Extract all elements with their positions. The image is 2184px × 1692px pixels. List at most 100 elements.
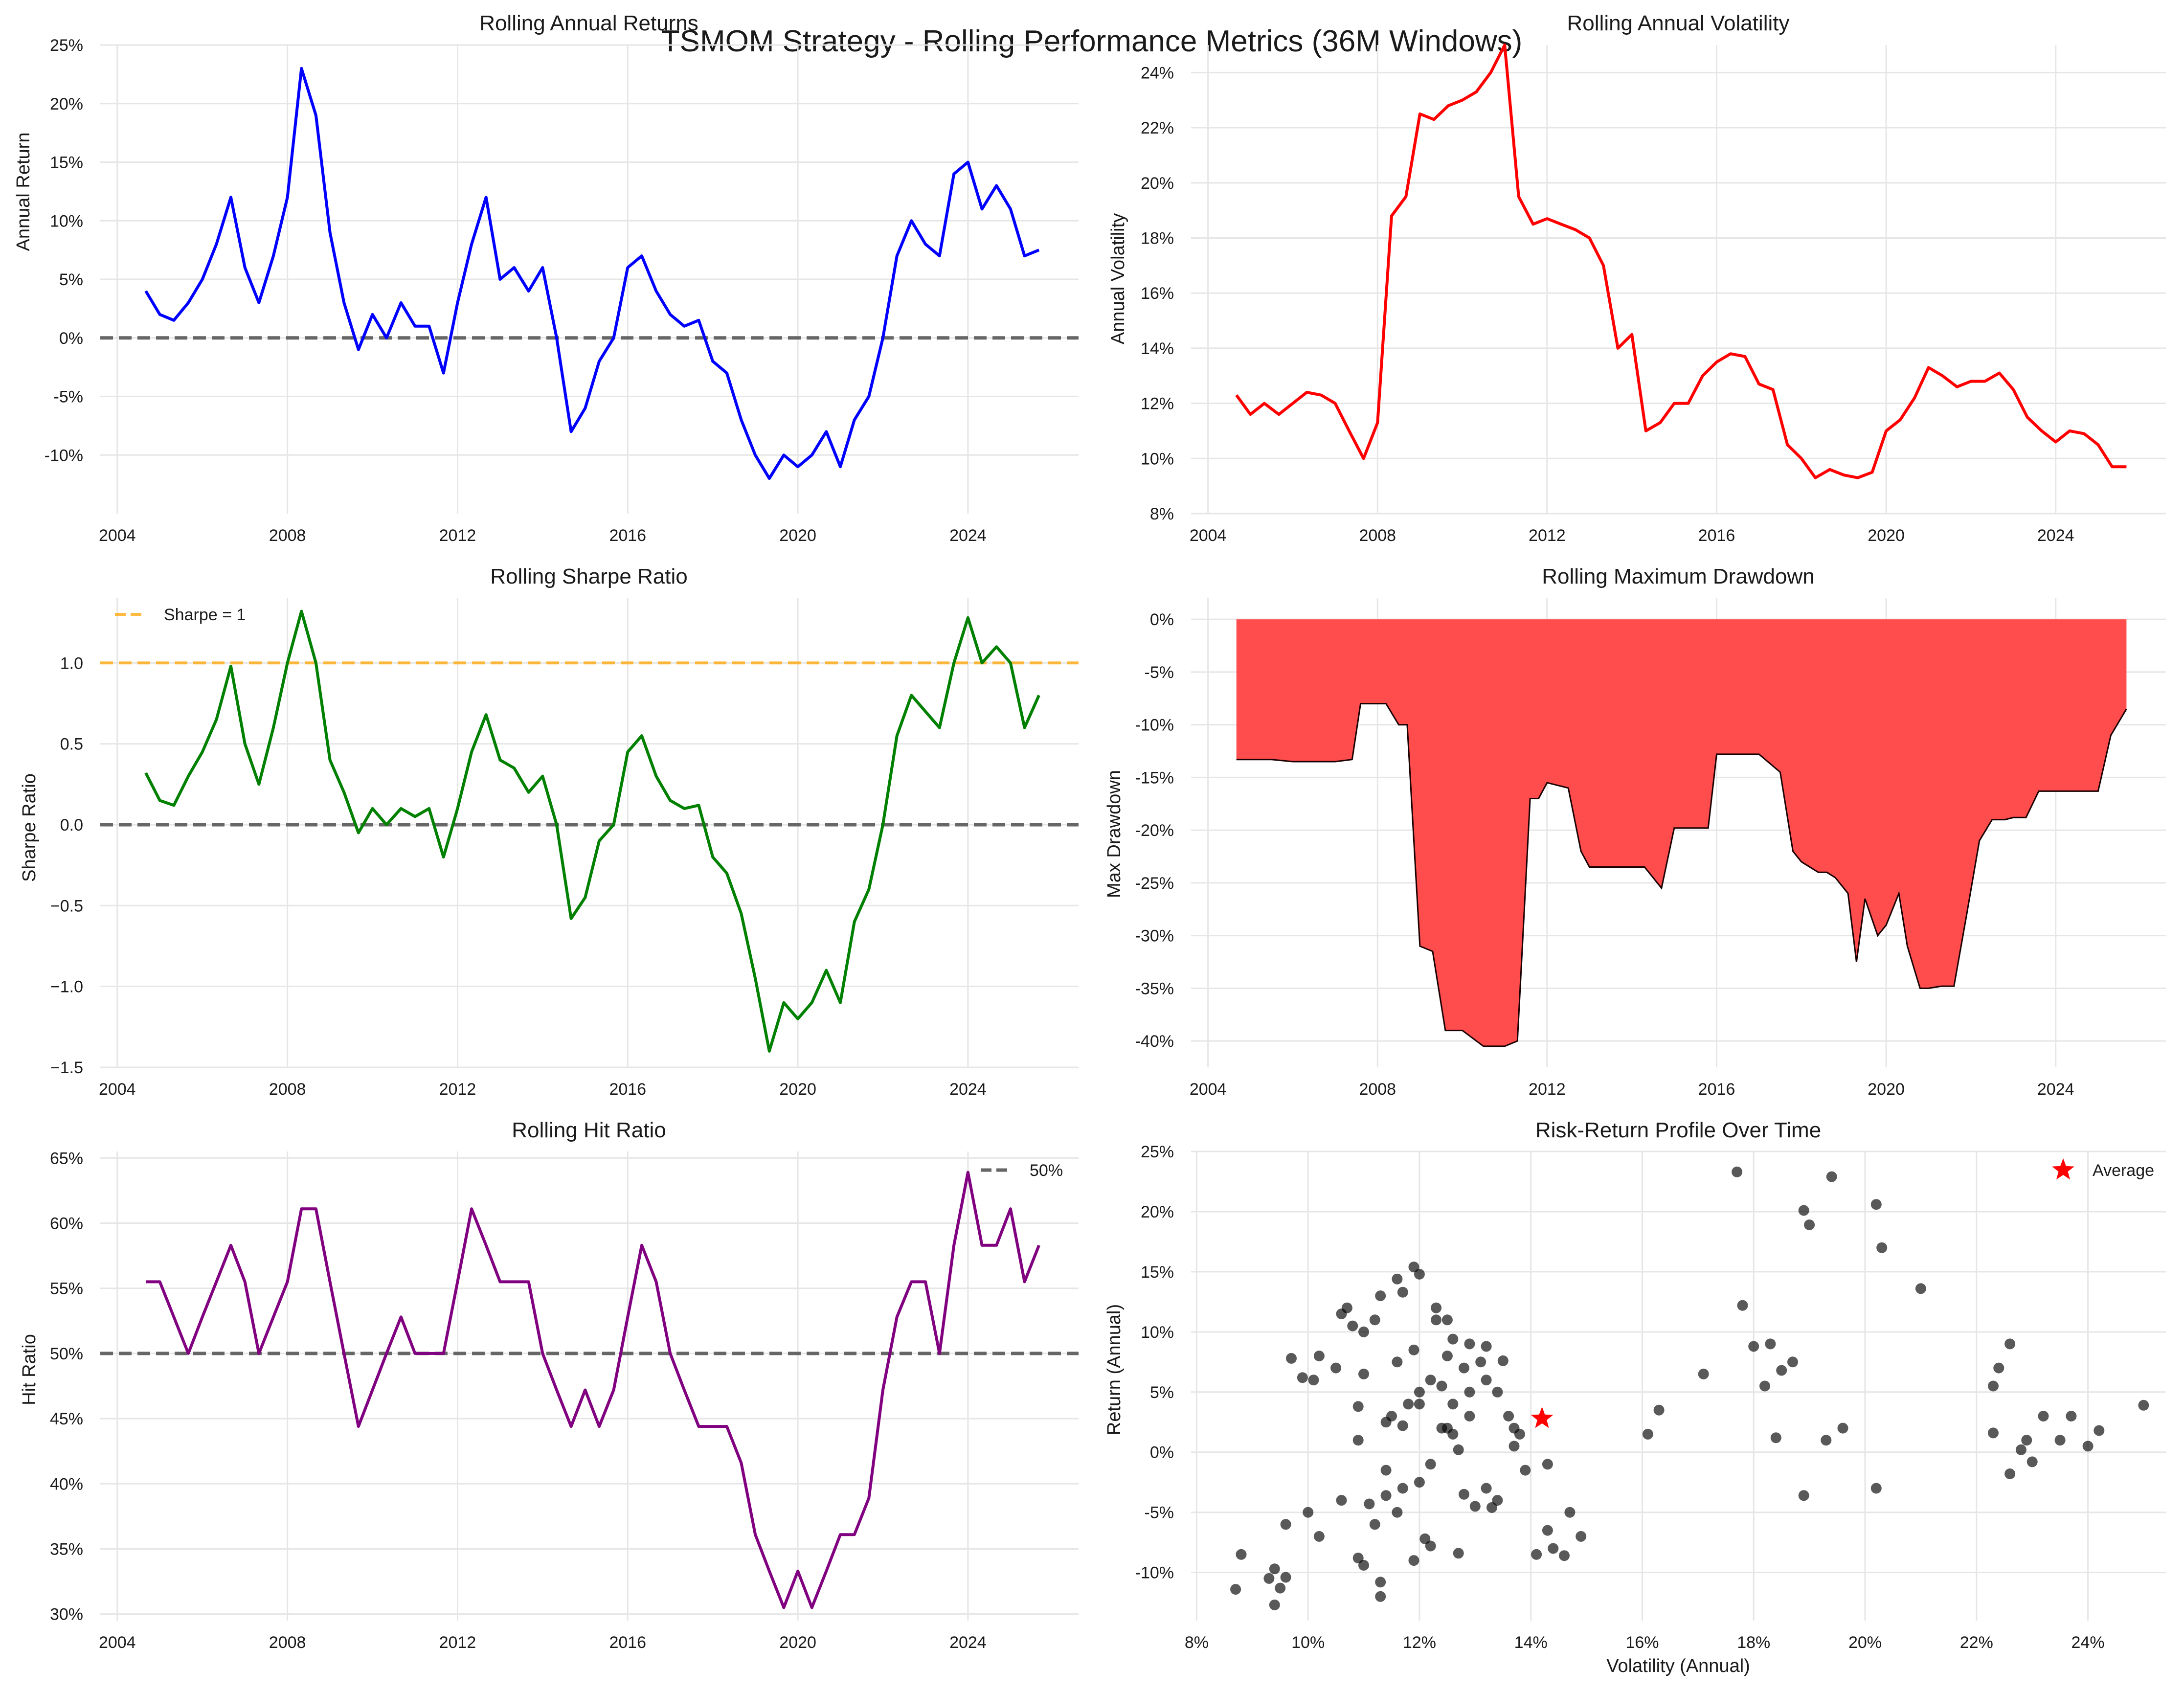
volatility-y-tick-label: 24% [1141,64,1174,82]
sharpe-x-tick-label: 2004 [99,1080,136,1099]
sharpe-y-tick-label: 0.5 [60,735,83,754]
drawdown-y-tick-label: -35% [1135,979,1174,998]
hit-y-tick-label: 30% [50,1605,83,1624]
risk-return-point [1313,1531,1325,1542]
risk_return-x-tick-label: 24% [2071,1633,2105,1652]
risk-return-point [1737,1300,1748,1311]
drawdown-y-tick-label: -20% [1135,821,1174,840]
risk_return-x-tick-label: 22% [1960,1633,1993,1652]
sharpe-x-tick-label: 2012 [439,1080,476,1099]
hit-series-line [146,1171,1040,1609]
sharpe-y-tick-label: −1.0 [50,978,83,996]
sharpe-plot-area: 2004 2008 2012 2016 2020 2024 1.0 0.5 0.0 −0.5 −1.… [50,598,1079,1099]
risk-return-point [1870,1483,1882,1494]
risk-return-point [1765,1338,1776,1350]
drawdown-y-tick-label: -30% [1135,927,1174,946]
drawdown-plot-area: 2004 2008 2012 2016 2020 2024 0% -5% -10% -15% -20… [1135,598,2166,1099]
risk-return-point [1821,1435,1832,1446]
sharpe-x-tick-label: 2016 [609,1080,646,1099]
volatility-series-line [1235,44,2127,479]
risk-return-point [1453,1444,1464,1455]
hit-y-tick-label: 35% [50,1540,83,1558]
hit-plot-area: 2004 2008 2012 2016 2020 2024 65% 60% 55% 50% 45% 4… [50,1149,1079,1652]
volatility-y-tick-label: 10% [1141,450,1174,468]
risk_return-x-tick-label: 12% [1403,1633,1436,1652]
volatility-y-tick-label: 8% [1150,505,1174,523]
returns-ylabel: Annual Return [13,133,34,251]
risk-return-point [2094,1425,2105,1436]
risk-return-point [2004,1468,2016,1479]
risk-return-point [1698,1368,1709,1379]
risk-return-point [1459,1489,1469,1500]
sharpe-y-tick-label: −0.5 [50,897,83,915]
risk-return-point [1520,1465,1531,1476]
risk-return-point [1481,1483,1492,1494]
figure-suptitle: TSMOM Strategy - Rolling Performance Met… [661,24,1523,58]
risk-return-point [1263,1573,1275,1584]
risk-return-point [1475,1356,1486,1368]
risk-return-point [1464,1386,1475,1398]
risk_return-y-tick-label: 15% [1141,1263,1174,1282]
risk_return-y-tick-label: 10% [1141,1323,1174,1342]
risk-return-point [1798,1205,1809,1216]
returns-x-tick-label: 2016 [609,526,646,545]
risk-return-point [1392,1507,1403,1518]
risk-return-point [1770,1432,1781,1444]
risk-return-point [1653,1404,1665,1416]
hit-ratio-title: Rolling Hit Ratio [512,1118,666,1142]
sharpe-x-tick-label: 2008 [269,1080,306,1099]
returns-x-tick-label: 2020 [779,526,816,545]
risk-return-point [1358,1368,1369,1379]
risk-return-point [1275,1582,1286,1594]
risk-return-point [1375,1577,1386,1588]
risk-return-panel: 8% 10% 12% 14% 16% 18% 20% 22% 24% 25% 20% 15% 10% 5%… [1104,1118,2166,1676]
risk-return-point [1313,1351,1325,1361]
risk-return-point [1336,1495,1347,1506]
risk-return-point [1548,1543,1559,1554]
risk-return-point [1464,1411,1475,1421]
risk-return-point [1459,1362,1469,1374]
risk-return-point [1870,1199,1882,1210]
risk_return-y-tick-label: 5% [1150,1383,1174,1402]
hit-x-tick-label: 2012 [439,1633,476,1652]
risk-return-point [1642,1428,1653,1440]
risk-return-point [1403,1399,1414,1410]
risk-return-point [1469,1501,1481,1512]
volatility-plot-area: 2004 2008 2012 2016 2020 2024 24% 22% 20% 18% 16% 1… [1141,44,2166,545]
risk-return-point [1414,1477,1425,1488]
risk-return-point [1748,1341,1759,1352]
sharpe-y-tick-label: 1.0 [60,654,83,673]
volatility-ylabel: Annual Volatility [1108,213,1128,344]
risk-return-point [2021,1435,2032,1446]
drawdown-edge-line [1236,703,2127,1047]
hit-legend-label: 50% [1030,1161,1063,1180]
drawdown-x-tick-label: 2008 [1359,1080,1396,1099]
risk-return-point [1392,1356,1403,1368]
risk-return-point [1269,1563,1280,1575]
returns-x-tick-label: 2008 [269,526,306,545]
risk-return-point [1447,1428,1459,1440]
drawdown-y-tick-label: -10% [1135,716,1174,735]
risk-return-point [1358,1326,1369,1337]
risk-return-point [1776,1365,1787,1376]
hit-y-tick-label: 65% [50,1149,83,1168]
returns-panel: 2004 2008 2012 2016 2020 2024 25% 20% 15% 10% 5% 0%… [13,11,1079,545]
risk_return-x-tick-label: 8% [1185,1633,1209,1652]
risk-return-point [1804,1219,1815,1230]
drawdown-x-tick-label: 2016 [1698,1080,1735,1099]
risk-return-point [1419,1533,1431,1544]
risk-return-point [1559,1550,1570,1561]
risk-return-ylabel: Return (Annual) [1104,1304,1125,1435]
risk-return-point [1380,1465,1392,1476]
risk-return-point [1503,1411,1514,1421]
returns-plot-area: 2004 2008 2012 2016 2020 2024 25% 20% 15% 10% 5% 0%… [45,36,1079,545]
risk-return-point [2082,1441,2094,1452]
volatility-x-tick-label: 2016 [1698,526,1735,545]
risk-return-point [1481,1375,1492,1386]
risk-return-point [1576,1531,1587,1542]
volatility-panel: 2004 2008 2012 2016 2020 2024 24% 22% 20% 18% 16% 1… [1108,11,2166,545]
risk-return-point [1431,1302,1442,1313]
risk_return-y-tick-label: -10% [1135,1564,1174,1582]
hit-y-tick-label: 40% [50,1475,83,1493]
risk-return-point [1464,1338,1475,1350]
